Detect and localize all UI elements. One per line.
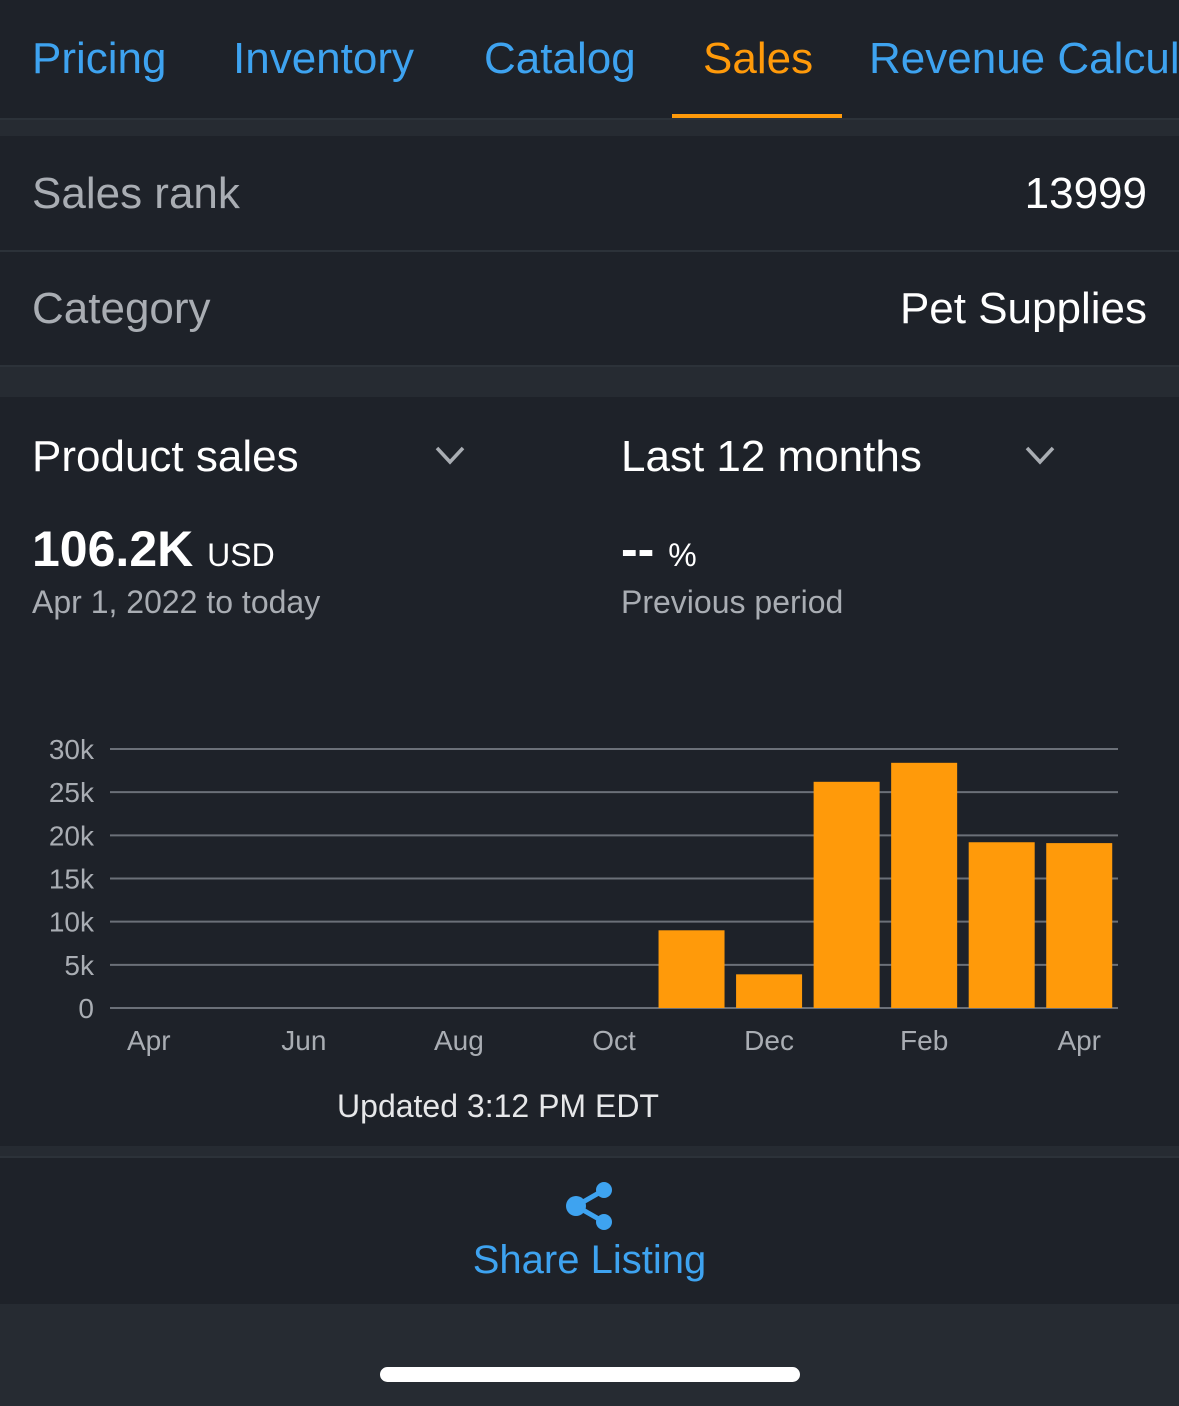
change-unit: % [668, 537, 697, 573]
tab-revenue-calculator[interactable]: Revenue Calculator [869, 34, 1179, 83]
y-tick-label: 5k [64, 950, 95, 981]
sales-bar-chart: 0 5k 10k 15k 20k 25k 30k Apr Jun Aug Oct Dec Feb Apr [49, 734, 1118, 1056]
tab-inventory[interactable]: Inventory [233, 34, 414, 83]
home-indicator[interactable] [380, 1367, 800, 1382]
tab-catalog[interactable]: Catalog [484, 34, 636, 83]
share-icon [566, 1182, 612, 1230]
y-tick-label: 10k [49, 907, 95, 938]
share-listing-button[interactable] [0, 1156, 1179, 1306]
category-value: Pet Supplies [899, 284, 1147, 333]
divider [0, 367, 1179, 397]
bar-nov [658, 930, 725, 1008]
divider [0, 120, 1179, 136]
divider [0, 1146, 1179, 1156]
share-listing-label[interactable]: Share Listing [472, 1238, 707, 1282]
y-tick-label: 25k [49, 777, 95, 808]
period-dropdown[interactable]: Last 12 months [621, 432, 922, 481]
previous-period-label: Previous period [621, 584, 844, 620]
y-tick-label: 30k [49, 734, 95, 765]
x-tick-label: Apr [1057, 1025, 1101, 1056]
tab-pricing[interactable]: Pricing [32, 34, 167, 83]
x-tick-label: Dec [744, 1025, 794, 1056]
active-tab-indicator [672, 114, 842, 118]
category-label: Category [32, 284, 211, 333]
x-tick-label: Apr [127, 1025, 171, 1056]
chevron-down-icon[interactable] [434, 442, 466, 470]
sales-rank-label: Sales rank [32, 169, 240, 218]
y-tick-label: 0 [78, 993, 94, 1024]
x-tick-label: Jun [281, 1025, 326, 1056]
y-tick-label: 15k [49, 864, 95, 895]
chevron-down-icon[interactable] [1024, 442, 1056, 470]
x-tick-label: Oct [592, 1025, 636, 1056]
x-tick-label: Feb [900, 1025, 948, 1056]
tab-sales[interactable]: Sales [703, 34, 814, 83]
bar-jan [813, 781, 880, 1008]
total-sales: 106.2K USD [32, 520, 275, 578]
metric-dropdown[interactable]: Product sales [32, 432, 299, 481]
change-value: -- [621, 521, 655, 577]
updated-timestamp: Updated 3:12 PM EDT [337, 1088, 659, 1124]
total-value: 106.2K [32, 521, 194, 577]
change-percent: -- % [621, 520, 697, 578]
sales-rank-row: Sales rank 13999 [0, 137, 1179, 252]
tab-bar: Pricing Inventory Catalog Sales Revenue … [0, 0, 1179, 120]
bar-feb [891, 762, 958, 1008]
total-unit: USD [207, 537, 275, 573]
date-range: Apr 1, 2022 to today [32, 584, 321, 620]
bar-dec [736, 974, 803, 1008]
sales-rank-value: 13999 [1024, 169, 1147, 218]
y-tick-label: 20k [49, 820, 95, 851]
bar-mar [968, 842, 1035, 1008]
category-row: Category Pet Supplies [0, 252, 1179, 367]
x-tick-label: Aug [434, 1025, 484, 1056]
home-indicator-area [0, 1304, 1179, 1406]
bar-apr [1046, 843, 1113, 1008]
